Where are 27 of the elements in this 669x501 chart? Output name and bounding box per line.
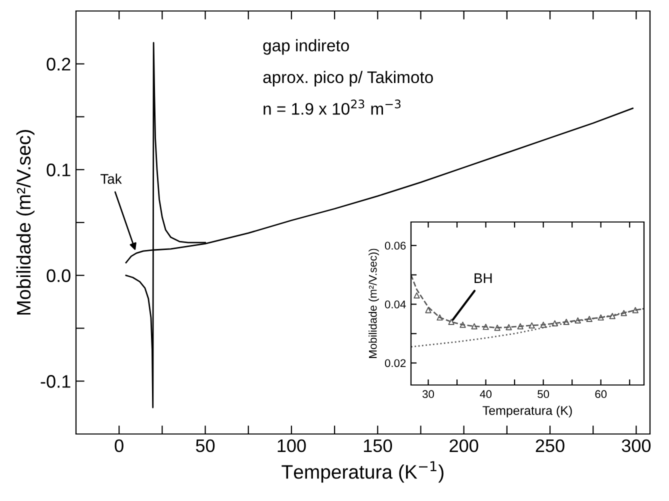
y-axis-title: Mobilidade (m²/V.sec)) [368, 248, 379, 358]
y-tick-label: 0.2 [46, 58, 70, 71]
x-tick-label: 100 [278, 439, 306, 452]
annotation: aprox. pico p/ Takimoto [263, 70, 433, 86]
x-axis-title: Temperatura (K$^{−1}$) [282, 461, 444, 483]
x-tick-label: 300 [622, 439, 651, 452]
x-tick-label: 150 [364, 439, 392, 452]
y-tick-label: 0.06 [384, 242, 406, 250]
y-tick-label: 0.04 [384, 300, 406, 308]
x-tick-label: 0 [114, 439, 124, 452]
x-tick-label: 40 [480, 390, 492, 398]
x-tick-label: 60 [595, 390, 607, 398]
annotation: Tak [100, 174, 122, 184]
x-axis-title: Temperatura (K) [482, 406, 572, 418]
annotation: gap indireto [263, 39, 349, 55]
y-tick-label: 0.0 [46, 269, 70, 282]
x-tick-label: 30 [422, 390, 434, 398]
x-tick-label: 50 [196, 439, 215, 452]
y-tick-label: -0.1 [40, 375, 70, 388]
x-tick-label: 250 [536, 439, 564, 452]
y-tick-label: 0.02 [384, 359, 406, 368]
y-axis-title: Mobilidade (m²/V.sec) [16, 130, 34, 315]
y-tick-label: 0.1 [46, 164, 70, 176]
x-tick-label: 50 [538, 390, 550, 398]
x-tick-label: 200 [450, 439, 478, 452]
annotation: n = 1.9 x 10$^{23}$ m$^{−3}$ [264, 100, 401, 115]
annotation: BH [474, 273, 492, 283]
